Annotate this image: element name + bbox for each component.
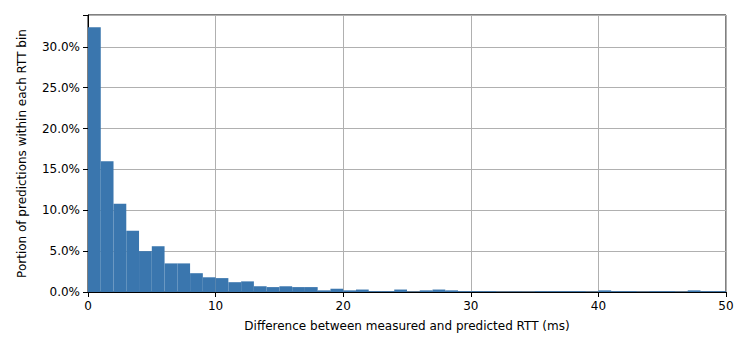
svg-text:20.0%: 20.0%	[42, 122, 80, 136]
svg-text:30.0%: 30.0%	[42, 40, 80, 54]
svg-text:30: 30	[463, 299, 478, 313]
svg-text:25.0%: 25.0%	[42, 81, 80, 95]
svg-text:5.0%: 5.0%	[50, 244, 81, 258]
svg-text:10: 10	[208, 299, 223, 313]
svg-text:50: 50	[718, 299, 733, 313]
svg-text:0.0%: 0.0%	[50, 285, 81, 299]
svg-text:15.0%: 15.0%	[42, 162, 80, 176]
svg-text:Difference between measured an: Difference between measured and predicte…	[244, 319, 569, 333]
svg-text:Portion of predictions within: Portion of predictions within each RTT b…	[15, 29, 29, 278]
svg-text:20: 20	[336, 299, 351, 313]
svg-text:40: 40	[591, 299, 606, 313]
svg-text:10.0%: 10.0%	[42, 203, 80, 217]
svg-text:0: 0	[84, 299, 92, 313]
